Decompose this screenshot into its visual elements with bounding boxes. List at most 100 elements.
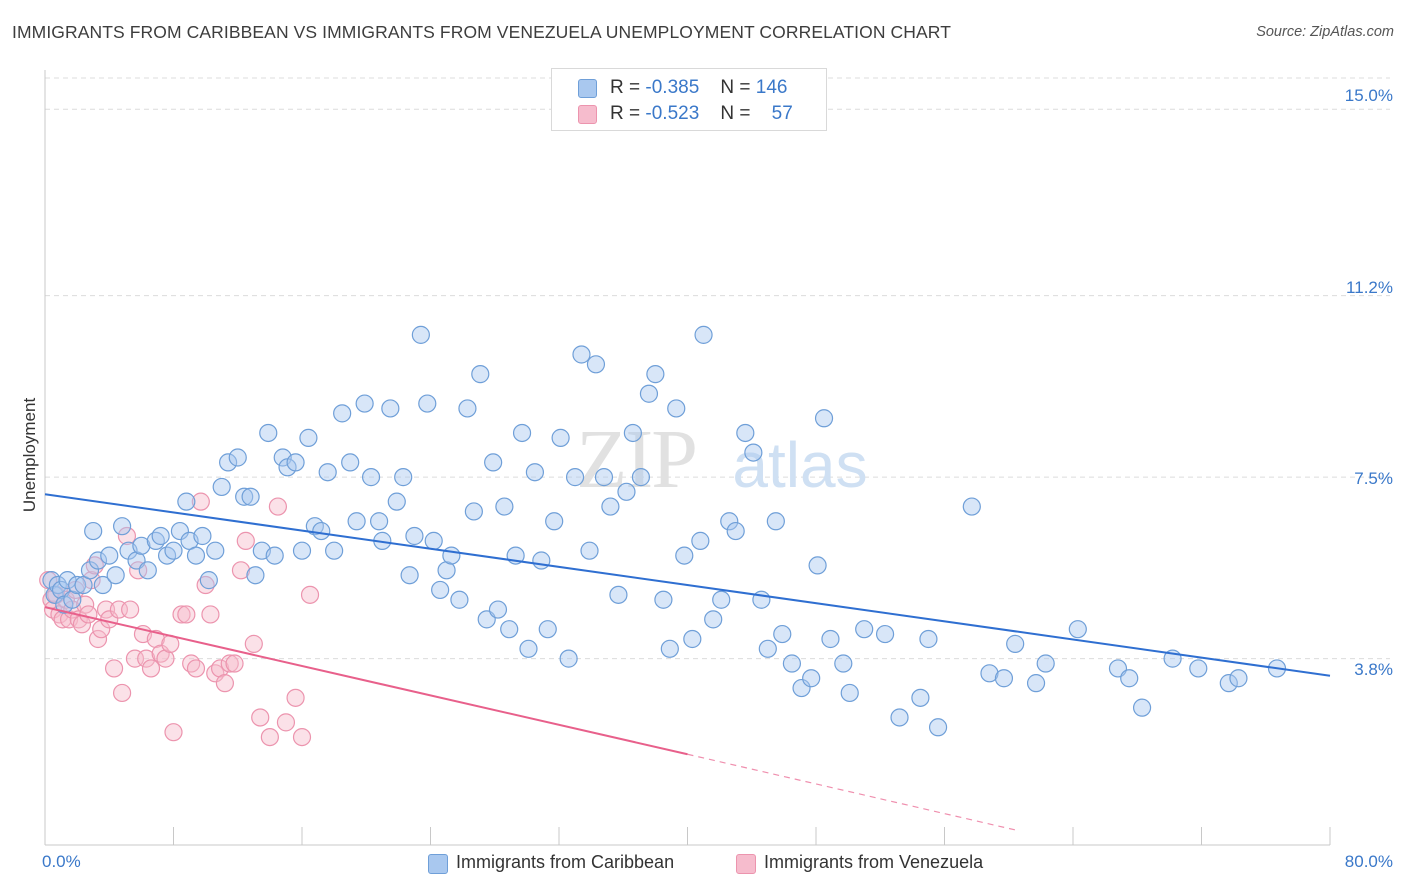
series-venezuela-points [39,492,320,747]
caribbean-point [758,639,777,658]
venezuela-point [244,634,263,653]
caribbean-point [495,497,514,516]
caribbean-point [286,453,305,472]
caribbean-point [170,521,190,541]
caribbean-point [370,512,389,531]
caribbean-point [500,620,519,639]
caribbean-point [228,448,247,467]
caribbean-point [265,546,284,565]
caribbean-point [355,394,374,413]
caribbean-point [488,600,508,619]
caribbean-point [437,561,456,580]
caribbean-point [318,463,337,482]
caribbean-point [911,688,930,707]
venezuela-point [191,492,210,511]
venezuela-point [117,526,137,546]
caribbean-point [538,620,557,639]
caribbean-point [405,526,424,546]
caribbean-point [720,512,739,531]
series-caribbean-points [42,325,1287,737]
watermark-atlas: atlas [732,429,867,501]
caribbean-point [48,575,67,595]
venezuela-point [292,727,312,747]
caribbean-point [1132,698,1152,717]
caribbean-point [617,482,636,501]
caribbean-point [312,521,331,541]
caribbean-point [381,399,400,418]
caribbean-point [333,404,352,423]
caribbean-point [691,531,710,550]
caribbean-point [586,355,606,374]
caribbean-point [782,654,802,673]
caribbean-point [151,526,170,546]
watermark: ZIP atlas [576,413,868,506]
r-label: R = [610,77,641,98]
y-tick-label: 11.2% [1346,278,1393,297]
caribbean-point [112,517,132,536]
venezuela-point [177,605,196,624]
caribbean-point [660,639,679,658]
venezuela-point [251,708,270,727]
caribbean-point [994,669,1014,688]
venezuela-point [215,674,234,693]
venezuela-point [276,713,296,732]
venezuela-point [121,600,140,619]
caribbean-point [132,536,151,555]
x-tick-label: 0.0% [42,852,81,871]
venezuela-point [201,605,220,624]
caribbean-point [736,423,755,443]
caribbean-point [834,654,853,673]
venezuela-point [210,659,230,678]
r-value: -0.523 [645,103,700,124]
caribbean-point [424,531,443,550]
caribbean-point [1036,654,1055,673]
venezuela-legend-icon [736,854,756,874]
caribbean-point [814,409,834,428]
venezuela-point [96,600,116,619]
caribbean-point [246,566,265,585]
y-tick-label: 7.5% [1354,469,1393,488]
venezuela-swatch-icon [578,105,597,124]
caribbean-point [235,487,254,506]
venezuela-point [146,629,165,649]
caribbean-point [387,492,406,511]
caribbean-point [241,487,260,506]
venezuela-point [225,654,244,673]
chart-title: IMMIGRANTS FROM CARIBBEAN VS IMMIGRANTS … [12,22,952,42]
caribbean-point [580,541,599,560]
caribbean-point [138,561,157,580]
caribbean-point [928,718,948,737]
venezuela-trend-extension [687,753,1017,831]
caribbean-point [68,575,87,595]
axes [44,70,1331,846]
caribbean-point [519,639,538,658]
venezuela-trend-line [44,606,688,756]
n-label: N = [720,103,751,124]
caribbean-point [100,546,119,565]
caribbean-point [292,541,312,560]
r-value: -0.385 [645,77,700,98]
caribbean-point [792,678,811,698]
caribbean-point [431,580,450,600]
caribbean-point [164,541,183,560]
caribbean-point [1120,669,1139,688]
venezuela-point [88,629,108,649]
caribbean-point [712,590,731,609]
caribbean-point [106,566,125,585]
series-legend: Immigrants from Caribbean Immigrants fro… [0,852,1406,876]
caribbean-point [551,428,570,447]
caribbean-point [186,546,206,565]
caribbean-point [450,590,469,609]
caribbean-point [840,683,859,703]
caribbean-point [394,468,413,487]
caribbean-point [1189,659,1208,678]
venezuela-point [196,575,215,595]
caribbean-point [1006,634,1025,653]
caribbean-legend-icon [428,854,448,874]
caribbean-point [646,365,665,384]
caribbean-point [177,492,196,511]
venezuela-point [300,585,320,604]
caribbean-point [341,453,360,472]
venezuela-point [236,531,255,550]
venezuela-point [164,723,183,742]
